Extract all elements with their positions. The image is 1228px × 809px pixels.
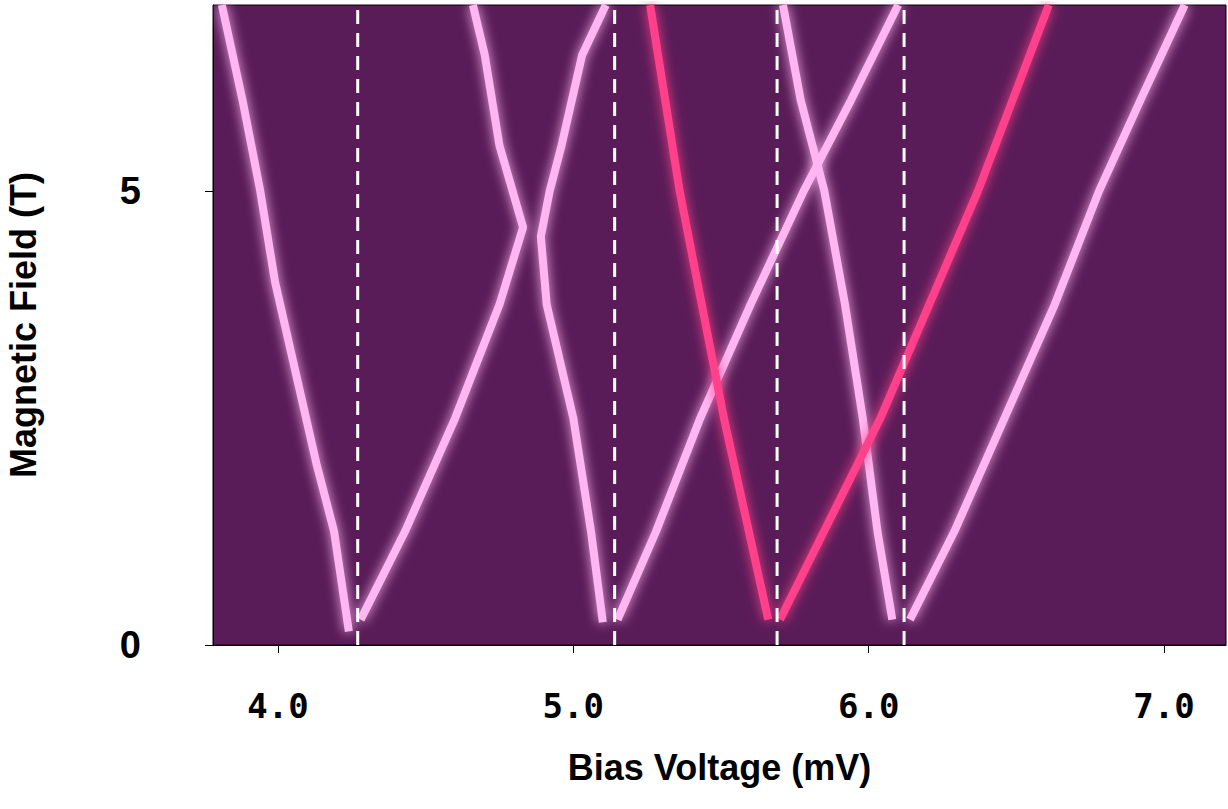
- svg-text:6.0: 6.0: [838, 686, 899, 726]
- svg-text:0: 0: [120, 624, 141, 666]
- svg-text:Bias Voltage (mV): Bias Voltage (mV): [568, 747, 871, 788]
- svg-text:7.0: 7.0: [1133, 686, 1194, 726]
- svg-text:5: 5: [120, 170, 141, 212]
- svg-text:Magnetic Field (T): Magnetic Field (T): [3, 172, 44, 478]
- svg-text:5.0: 5.0: [543, 686, 604, 726]
- svg-text:4.0: 4.0: [247, 686, 308, 726]
